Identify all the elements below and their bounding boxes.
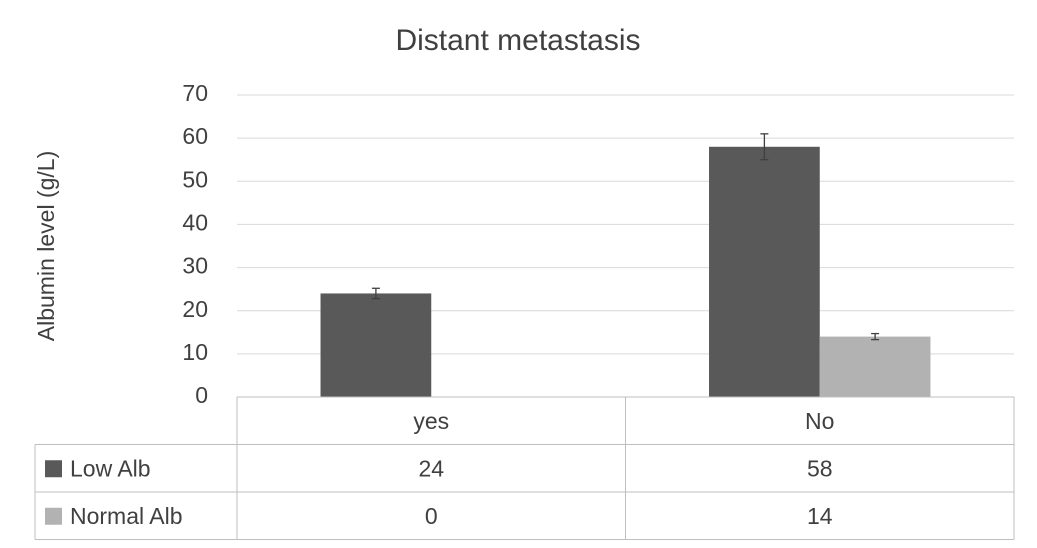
legend-label: Normal Alb [70,503,182,529]
bar [709,146,820,397]
y-tick-label: 60 [182,123,208,149]
table-value: 58 [807,455,833,481]
y-tick-label: 20 [182,296,208,322]
legend-label: Low Alb [70,455,151,481]
y-tick-label: 10 [182,339,208,365]
y-tick-label: 0 [195,382,208,408]
error-bar [371,287,380,300]
legend-swatch [45,507,62,525]
x-tick-label: yes [413,408,449,434]
legend-swatch [45,460,62,478]
y-axis-label: Albumin level (g/L) [33,151,59,341]
y-tick-label: 40 [182,210,208,236]
y-tick-label: 70 [182,80,208,106]
x-tick-label: No [805,408,834,434]
table-value: 14 [807,503,833,529]
error-bar [871,332,880,341]
error-bar [760,133,769,161]
table-value: 24 [418,455,444,481]
bar [320,293,432,397]
y-tick-label: 30 [182,253,208,279]
y-tick-label: 50 [182,166,208,192]
table-value: 0 [425,503,438,529]
bar [819,336,931,397]
chart-title: Distant metastasis [395,24,640,57]
